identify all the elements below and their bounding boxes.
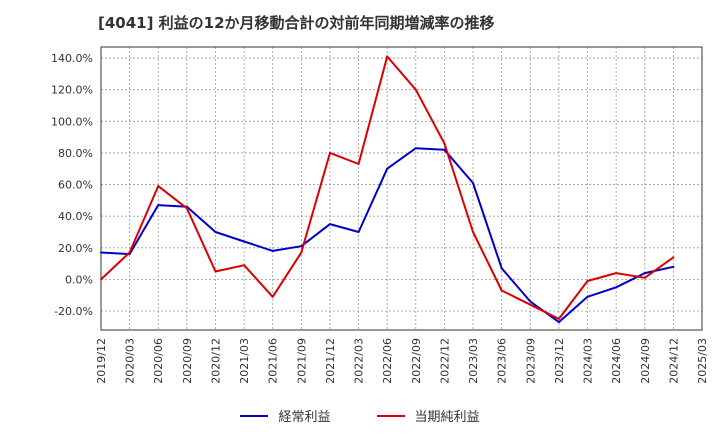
series-0-point bbox=[643, 272, 646, 275]
chart-title: [4041] 利益の12か月移動合計の対前年同期増減率の推移 bbox=[98, 14, 495, 32]
series-0-point bbox=[529, 300, 532, 303]
series-1-point bbox=[214, 270, 217, 273]
series-0-point bbox=[557, 321, 560, 324]
series-0-point bbox=[443, 148, 446, 151]
x-tick-label: 2025/03 bbox=[696, 338, 709, 384]
series-1-point bbox=[157, 185, 160, 188]
series-1-point bbox=[271, 295, 274, 298]
series-1-point bbox=[243, 264, 246, 267]
series-0-point bbox=[386, 167, 389, 170]
x-tick-label: 2020/06 bbox=[152, 338, 165, 384]
series-0-point bbox=[328, 223, 331, 226]
series-0-point bbox=[586, 295, 589, 298]
series-lines bbox=[100, 55, 675, 324]
series-0-point bbox=[615, 286, 618, 289]
series-1-point bbox=[615, 272, 618, 275]
x-tick-label: 2024/09 bbox=[639, 338, 652, 384]
series-0-point bbox=[672, 265, 675, 268]
series-1-point bbox=[472, 230, 475, 233]
y-tick-label: 40.0% bbox=[58, 210, 93, 223]
legend-swatch-ordinary-profit bbox=[240, 414, 269, 417]
x-tick-label: 2024/03 bbox=[582, 338, 595, 384]
series-0-point bbox=[100, 251, 102, 254]
series-1-point bbox=[328, 151, 331, 154]
y-tick-label: 100.0% bbox=[51, 115, 93, 128]
series-1-point bbox=[100, 278, 102, 281]
series-1-point bbox=[500, 289, 503, 292]
series-0-point bbox=[414, 147, 417, 150]
x-tick-label: 2020/09 bbox=[181, 338, 194, 384]
x-tick-label: 2023/12 bbox=[553, 338, 566, 384]
x-tick-label: 2021/09 bbox=[295, 338, 308, 384]
legend-item-net-profit: 当期純利益 bbox=[376, 406, 480, 425]
x-tick-label: 2022/12 bbox=[438, 338, 451, 384]
x-tick-label: 2021/03 bbox=[238, 338, 251, 384]
series-0-point bbox=[271, 249, 274, 252]
axes: -20.0% 0.0% 20.0% 40.0% 60.0% 80.0% 100.0% 120.… bbox=[51, 46, 709, 384]
series-1-point bbox=[128, 251, 131, 254]
y-tick-label: 140.0% bbox=[51, 52, 93, 65]
series-1-point bbox=[643, 276, 646, 279]
series-0-point bbox=[157, 204, 160, 207]
legend-label-net-profit: 当期純利益 bbox=[414, 410, 480, 425]
x-tick-label: 2023/03 bbox=[467, 338, 480, 384]
y-tick-label: 20.0% bbox=[58, 242, 93, 255]
series-0-point bbox=[214, 230, 217, 233]
series-0-point bbox=[357, 230, 360, 233]
series-1-point bbox=[386, 55, 389, 58]
series-1-point bbox=[672, 256, 675, 259]
x-tick-label: 2022/06 bbox=[381, 338, 394, 384]
y-tick-label: 120.0% bbox=[51, 84, 93, 97]
series-0-point bbox=[472, 181, 475, 184]
series-1-point bbox=[185, 207, 188, 210]
series-1-point bbox=[557, 317, 560, 320]
series-1-point bbox=[529, 303, 532, 306]
y-tick-label: 80.0% bbox=[58, 147, 93, 160]
x-tick-label: 2023/09 bbox=[524, 338, 537, 384]
series-0-point bbox=[243, 240, 246, 243]
x-tick-label: 2024/12 bbox=[667, 338, 680, 384]
series-1-point bbox=[414, 88, 417, 91]
legend-item-ordinary-profit: 経常利益 bbox=[240, 406, 331, 425]
x-tick-label: 2019/12 bbox=[95, 338, 108, 384]
series-0-point bbox=[500, 267, 503, 270]
plot-area-border bbox=[100, 46, 703, 331]
x-tick-label: 2020/03 bbox=[124, 338, 137, 384]
series-0-point bbox=[300, 245, 303, 248]
y-tick-label: -20.0% bbox=[54, 305, 93, 318]
x-tick-label: 2024/06 bbox=[610, 338, 623, 384]
y-tick-label: 60.0% bbox=[58, 179, 93, 192]
legend-swatch-net-profit bbox=[376, 414, 405, 417]
x-tick-label: 2023/06 bbox=[496, 338, 509, 384]
series-1-point bbox=[443, 142, 446, 145]
legend-label-ordinary-profit: 経常利益 bbox=[278, 410, 331, 425]
legend: 経常利益 当期純利益 bbox=[0, 406, 720, 425]
x-tick-label: 2020/12 bbox=[209, 338, 222, 384]
series-1-point bbox=[357, 162, 360, 165]
x-tick-label: 2022/09 bbox=[410, 338, 423, 384]
grid bbox=[100, 47, 703, 330]
series-1-point bbox=[586, 279, 589, 282]
series-1-point bbox=[300, 251, 303, 254]
x-tick-label: 2022/03 bbox=[353, 338, 366, 384]
x-tick-label: 2021/12 bbox=[324, 338, 337, 384]
x-tick-label: 2021/06 bbox=[267, 338, 280, 384]
y-tick-label: 0.0% bbox=[65, 273, 93, 286]
